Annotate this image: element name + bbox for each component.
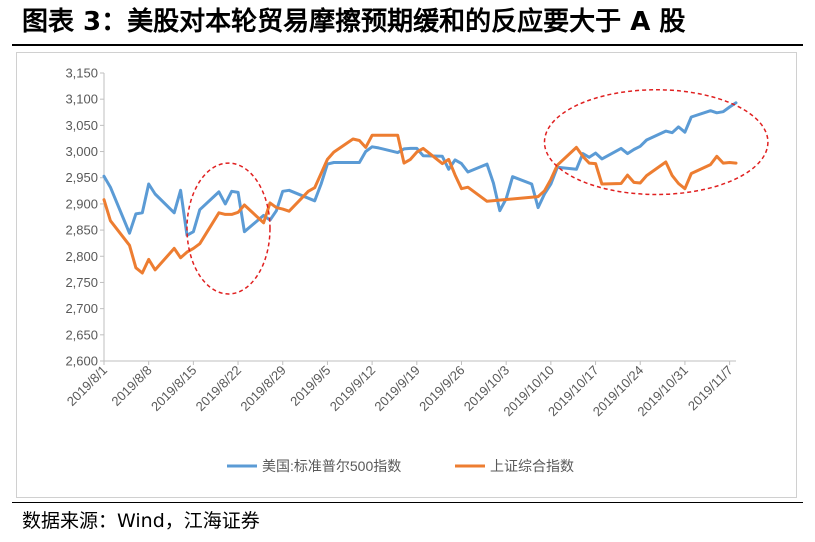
x-tick-label: 2019/9/26 <box>416 363 468 415</box>
x-tick-label: 2019/8/15 <box>148 363 200 415</box>
series-line-sp500 <box>102 101 738 237</box>
y-tick-label: 2,950 <box>65 170 98 185</box>
highlight-ellipse-october <box>543 89 769 196</box>
y-tick-label: 2,700 <box>65 301 98 316</box>
highlight-ellipse-august <box>186 162 271 295</box>
legend-label-sse-composite: 上证综合指数 <box>490 458 574 474</box>
x-tick-label: 2019/9/19 <box>371 363 423 415</box>
source-rule <box>12 502 803 503</box>
y-tick-label: 3,100 <box>65 92 98 107</box>
figure-title: 图表 3：美股对本轮贸易摩擦预期缓和的反应要大于 A 股 <box>22 7 686 37</box>
x-tick-label: 2019/8/22 <box>193 363 245 415</box>
y-tick-label: 2,800 <box>65 249 98 264</box>
title-rule <box>12 44 803 46</box>
y-tick-label: 3,000 <box>65 144 98 159</box>
x-tick-label: 2019/8/8 <box>108 363 154 409</box>
x-tick-label: 2019/9/5 <box>287 363 333 409</box>
y-tick-label: 3,050 <box>65 118 98 133</box>
y-tick-label: 2,600 <box>65 354 98 369</box>
annotation-layer <box>186 89 769 295</box>
source-note: 数据来源：Wind，江海证券 <box>22 510 260 532</box>
series-layer <box>102 101 738 275</box>
legend-label-sp500: 美国:标准普尔500指数 <box>262 458 401 474</box>
x-tick-label: 2019/11/7 <box>685 363 736 414</box>
x-tick-label: 2019/9/12 <box>327 363 379 415</box>
x-tick-label: 2019/8/1 <box>64 363 110 409</box>
legend: 美国:标准普尔500指数 上证综合指数 <box>227 458 574 474</box>
y-tick-label: 2,750 <box>65 275 98 290</box>
series-line-sse-composite <box>102 133 738 275</box>
chart-frame <box>16 52 797 498</box>
chart-axes: 2,600 2,650 2,700 2,750 2,800 2,850 2,900 2,950… <box>64 66 736 419</box>
x-tick-label: 2019/8/29 <box>237 363 289 415</box>
y-tick-label: 2,650 <box>65 327 98 342</box>
y-tick-label: 3,150 <box>65 66 98 81</box>
y-tick-label: 2,900 <box>65 196 98 211</box>
y-tick-label: 2,850 <box>65 223 98 238</box>
